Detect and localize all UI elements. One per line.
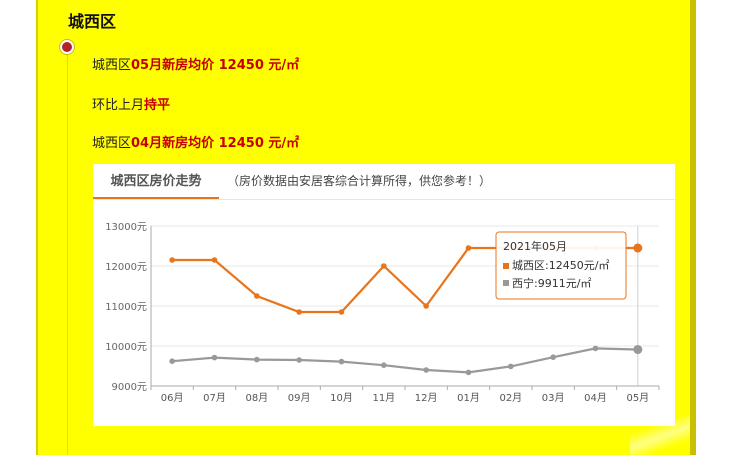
price-trend-card: 城西区房价走势 （房价数据由安居客综合计算所得，供您参考！） 9000元 1000… xyxy=(93,164,675,426)
data-point[interactable] xyxy=(211,354,218,361)
current-price-value: 05月新房均价 12450 元/㎡ xyxy=(131,58,300,73)
data-point[interactable] xyxy=(211,257,218,263)
x-tick-label: 04月 xyxy=(584,392,607,404)
data-point[interactable] xyxy=(550,354,556,360)
month-change-prefix: 环比上月 xyxy=(92,98,145,113)
data-point[interactable] xyxy=(633,243,643,253)
timeline-line xyxy=(67,48,68,455)
tooltip-series2-text: 西宁:9911元/㎡ xyxy=(512,276,591,290)
previous-price-prefix: 城西区 xyxy=(92,136,132,151)
x-tick-label: 05月 xyxy=(626,392,649,404)
previous-price-value: 04月新房均价 12450 元/㎡ xyxy=(131,136,300,151)
x-tick-label: 06月 xyxy=(161,392,184,404)
x-tick-label: 02月 xyxy=(499,392,522,404)
y-tick-label: 12000元 xyxy=(105,262,147,273)
current-price-prefix: 城西区 xyxy=(92,58,132,73)
month-change-row: 环比上月持平 xyxy=(92,94,170,113)
data-point[interactable] xyxy=(296,357,302,363)
series-line-2 xyxy=(172,347,638,374)
x-tick-label: 11月 xyxy=(372,392,395,404)
data-point[interactable] xyxy=(508,363,514,370)
y-tick-label: 13000元 xyxy=(105,222,147,233)
data-point[interactable] xyxy=(423,367,429,373)
tab-price-trend[interactable]: 城西区房价走势 xyxy=(93,164,219,199)
current-price-row: 城西区05月新房均价 12450 元/㎡ xyxy=(92,54,299,73)
data-point[interactable] xyxy=(465,369,472,376)
data-point[interactable] xyxy=(254,356,260,363)
data-point[interactable] xyxy=(296,309,302,315)
data-point[interactable] xyxy=(465,245,472,251)
price-trend-chart: 9000元 10000元 11000元 12000元 13000元 06月 07月 08月 09… xyxy=(105,222,660,404)
data-point[interactable] xyxy=(254,293,260,299)
y-tick-label: 11000元 xyxy=(105,302,147,313)
data-point[interactable] xyxy=(381,362,387,368)
x-tick-label: 12月 xyxy=(415,392,438,404)
tooltip-series2-swatch xyxy=(503,280,509,286)
data-point[interactable] xyxy=(423,303,429,309)
data-point[interactable] xyxy=(338,358,345,365)
data-point[interactable] xyxy=(592,345,599,352)
data-point[interactable] xyxy=(169,358,175,364)
x-tick-label: 07月 xyxy=(203,392,226,404)
data-point[interactable] xyxy=(338,309,345,315)
chart-tooltip: 2021年05月 城西区:12450元/㎡ 西宁:9911元/㎡ xyxy=(495,231,627,300)
y-tick-label: 10000元 xyxy=(105,342,147,353)
section-title: 城西区 xyxy=(68,12,117,31)
data-point[interactable] xyxy=(633,345,643,355)
previous-price-row: 城西区04月新房均价 12450 元/㎡ xyxy=(92,132,299,151)
x-tick-label: 03月 xyxy=(542,392,565,404)
chart-note: （房价数据由安居客综合计算所得，供您参考！） xyxy=(227,174,492,188)
decorative-sweep xyxy=(630,405,690,455)
month-change-value: 持平 xyxy=(144,98,171,113)
x-tick-label: 09月 xyxy=(288,392,311,404)
chart-header: 城西区房价走势 （房价数据由安居客综合计算所得，供您参考！） xyxy=(93,164,675,200)
tooltip-series1-swatch xyxy=(503,263,509,269)
x-tick-label: 10月 xyxy=(330,392,353,404)
data-point[interactable] xyxy=(169,257,175,263)
tooltip-series1-text: 城西区:12450元/㎡ xyxy=(512,259,609,272)
content-panel: 城西区 城西区05月新房均价 12450 元/㎡ 环比上月持平 城西区04月新房… xyxy=(36,0,696,455)
x-tick-label: 08月 xyxy=(245,392,268,404)
data-point[interactable] xyxy=(381,263,387,269)
x-tick-label: 01月 xyxy=(457,392,480,404)
y-tick-label: 9000元 xyxy=(112,382,147,393)
tooltip-title: 2021年05月 xyxy=(503,239,567,253)
timeline-marker-icon xyxy=(60,40,74,54)
